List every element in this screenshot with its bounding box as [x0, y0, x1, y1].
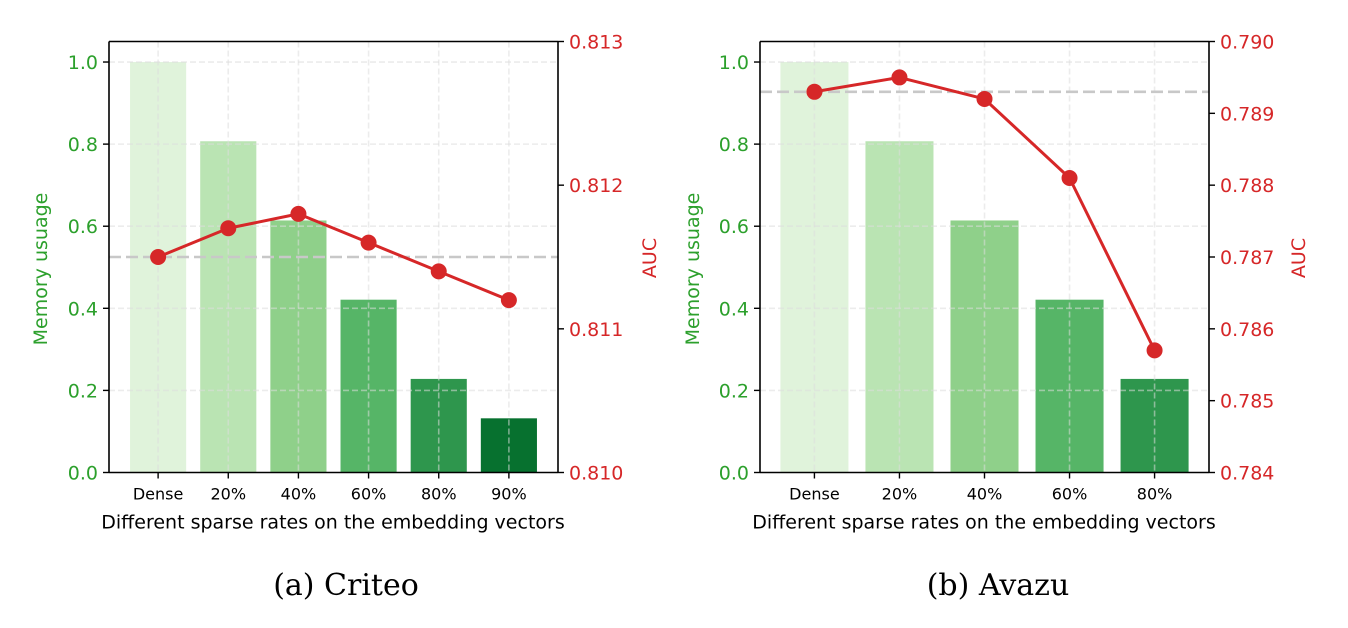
right-tick-label: 0.785 [1220, 391, 1274, 413]
x-axis-label: Different sparse rates on the embedding … [101, 512, 564, 534]
left-axis-label: Memory usuage [682, 193, 704, 346]
left-axis-label: Memory usuage [30, 193, 52, 346]
left-tick-label: 0.0 [719, 463, 749, 485]
x-tick-label: 80% [421, 485, 457, 504]
left-tick-label: 0.6 [68, 216, 98, 238]
right-tick-label: 0.811 [569, 319, 623, 341]
left-tick-label: 0.6 [719, 216, 749, 238]
auc-point-80pct [1146, 342, 1163, 359]
auc-point-40pct [290, 205, 307, 222]
left-tick-label: 0.8 [68, 134, 98, 156]
x-tick-label: 80% [1137, 485, 1173, 504]
spines [108, 40, 559, 474]
right-tick-label: 0.788 [1220, 175, 1274, 197]
right-axis: 0.810 0.811 0.812 0.813 AUC [558, 32, 661, 485]
left-tick-label: 1.0 [719, 52, 749, 74]
left-tick-label: 0.8 [719, 134, 749, 156]
right-tick-label: 0.786 [1220, 319, 1274, 341]
right-tick-label: 0.784 [1220, 463, 1274, 485]
x-tick-label: 40% [281, 485, 317, 504]
x-axis: Dense 20% 40% 60% 80% Different sparse rates … [752, 472, 1216, 534]
right-tick-label: 0.787 [1220, 247, 1274, 269]
auc-point-60pct [1061, 169, 1078, 186]
right-tick-label: 0.813 [569, 32, 623, 54]
bars [130, 62, 537, 473]
left-axis: 0.0 0.2 0.4 0.6 0.8 1.0 Memory usuage [30, 52, 109, 485]
x-axis: Dense 20% 40% 60% 80% 90% Different sparse rat… [101, 472, 565, 534]
caption-criteo: (a) Criteo [273, 568, 419, 603]
x-tick-label: 40% [967, 485, 1003, 504]
auc-point-80pct [430, 263, 447, 280]
left-tick-label: 0.2 [68, 380, 98, 402]
auc-point-dense [806, 83, 823, 100]
x-tick-label: Dense [789, 485, 839, 504]
right-tick-label: 0.789 [1220, 103, 1274, 125]
left-tick-label: 0.2 [719, 380, 749, 402]
left-tick-label: 0.0 [68, 463, 98, 485]
auc-line [157, 212, 510, 302]
x-axis-label: Different sparse rates on the embedding … [752, 512, 1215, 534]
right-axis-label: AUC [639, 238, 661, 278]
x-tick-label: Dense [133, 485, 183, 504]
x-tick-label: 60% [351, 485, 387, 504]
caption-avazu: (b) Avazu [927, 568, 1070, 603]
right-axis-label: AUC [1288, 238, 1310, 278]
x-tick-label: 60% [1052, 485, 1088, 504]
x-tick-label: 20% [882, 485, 918, 504]
auc-point-60pct [360, 234, 377, 251]
auc-point-40pct [976, 90, 993, 107]
left-tick-label: 0.4 [719, 298, 749, 320]
right-tick-label: 0.810 [569, 463, 623, 485]
x-tick-label: 90% [491, 485, 527, 504]
left-tick-label: 1.0 [68, 52, 98, 74]
auc-point-20pct [220, 220, 237, 237]
auc-point-dense [150, 249, 167, 265]
bar-90pct [480, 418, 537, 473]
x-tick-label: 20% [210, 485, 246, 504]
auc-point-20pct [891, 69, 908, 86]
right-tick-label: 0.790 [1220, 32, 1274, 54]
left-tick-label: 0.4 [68, 298, 98, 320]
auc-point-90pct [500, 292, 517, 309]
left-axis: 0.0 0.2 0.4 0.6 0.8 1.0 Memory usuage [682, 52, 760, 485]
grid [109, 41, 558, 473]
right-axis: 0.784 0.785 0.786 0.787 0.788 0.789 0.790 AUC [1209, 32, 1310, 485]
right-tick-label: 0.812 [569, 175, 623, 197]
